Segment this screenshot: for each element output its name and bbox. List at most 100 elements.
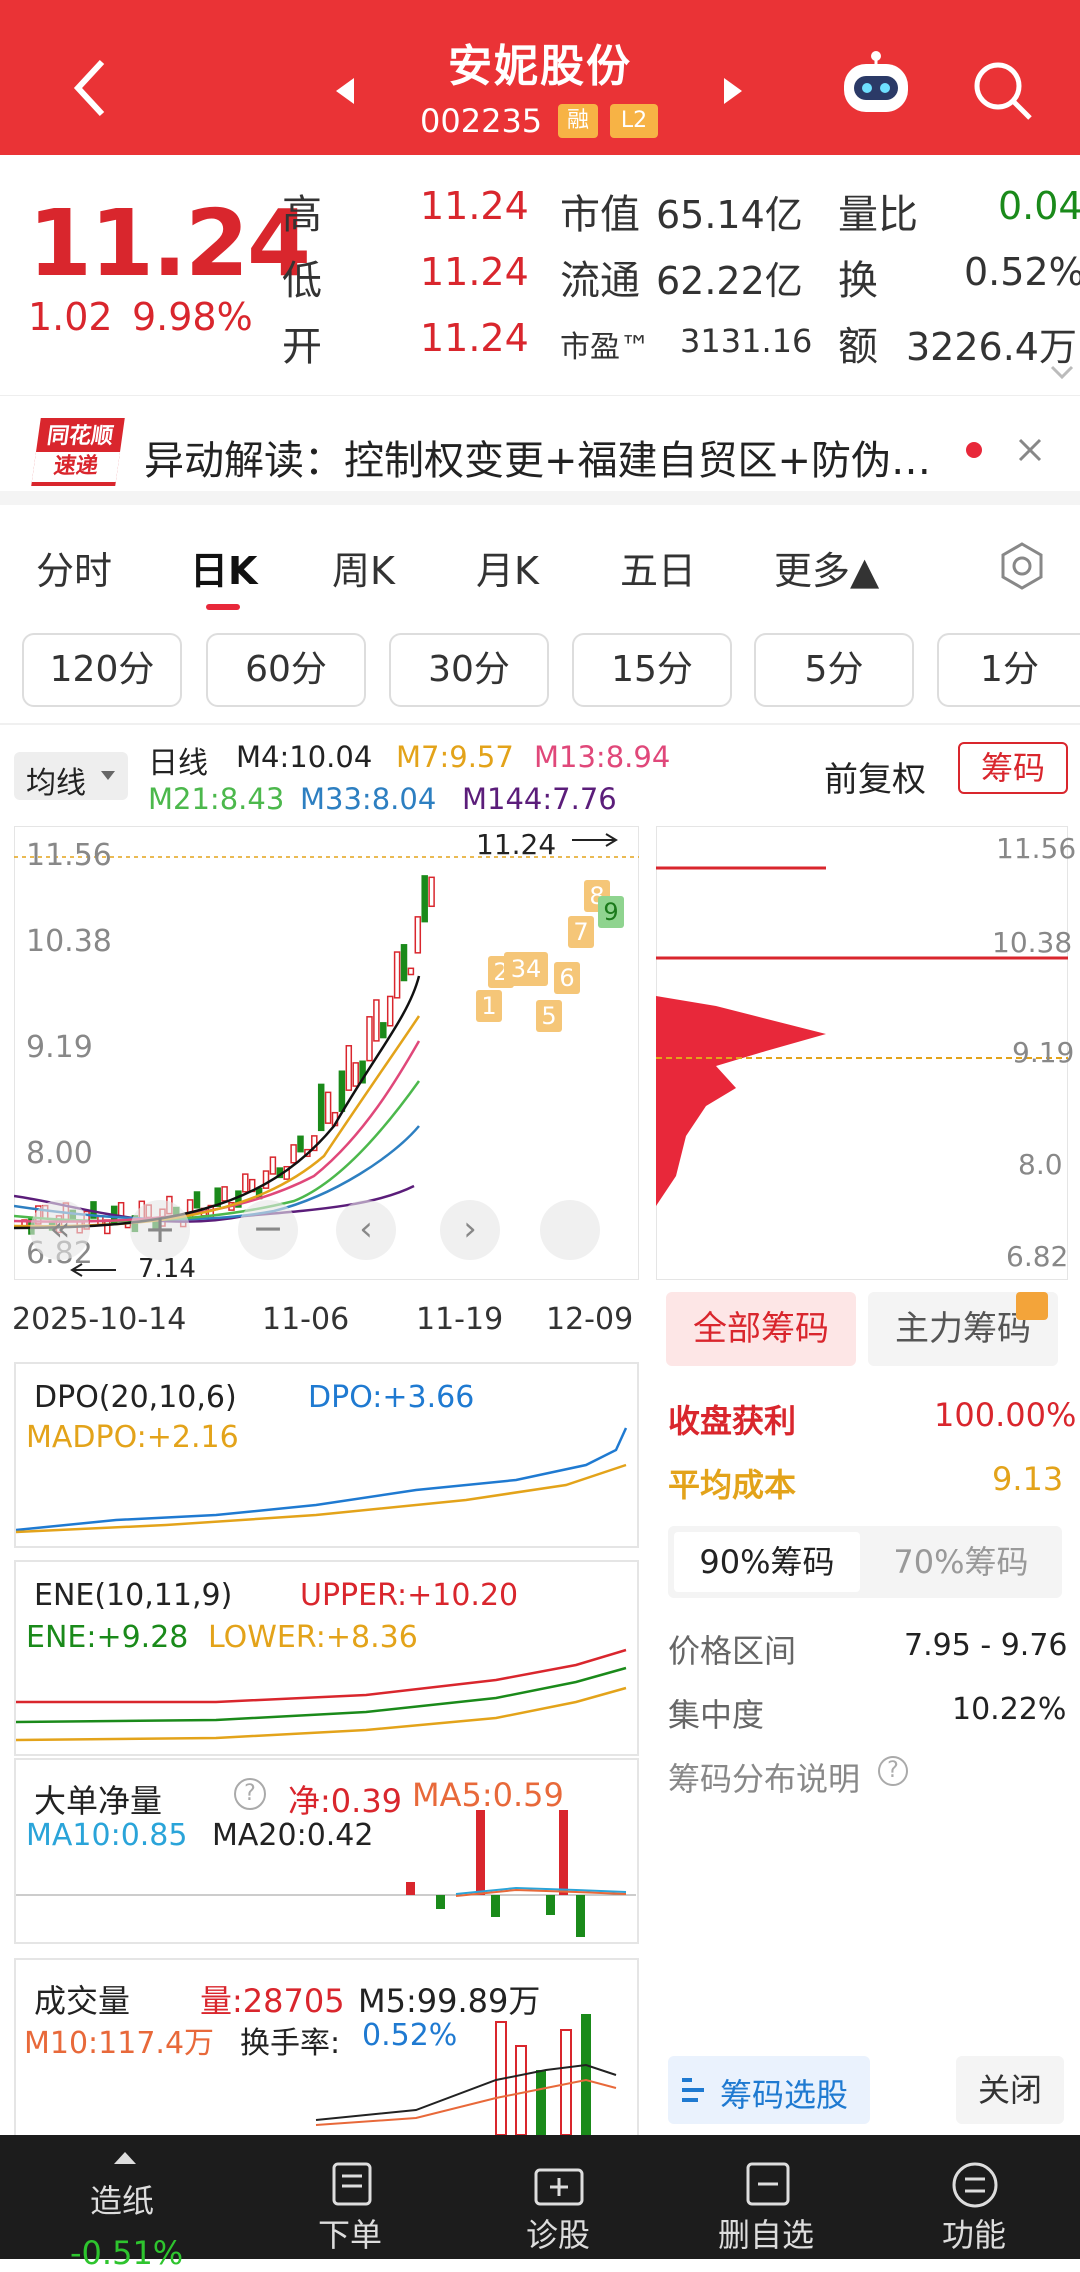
order-label[interactable]: 下单	[318, 2216, 383, 2254]
diagnose-label[interactable]: 诊股	[526, 2216, 591, 2254]
functions-label[interactable]: 功能	[942, 2216, 1007, 2254]
min-arrow-icon	[70, 1263, 116, 1277]
margin-badge: 融	[558, 104, 598, 138]
close-news-icon[interactable]	[1016, 436, 1044, 464]
robot-assistant-icon[interactable]	[838, 50, 914, 120]
candle	[242, 1173, 249, 1193]
prev-stock-icon[interactable]	[334, 76, 356, 106]
remove-watchlist-label[interactable]: 删自选	[718, 2216, 815, 2254]
ma33-value: M33:8.04	[300, 782, 437, 816]
news-text[interactable]: 异动解读：控制权变更+福建自贸区+防伪…	[144, 438, 932, 484]
candle	[407, 967, 415, 976]
search-icon[interactable]	[970, 58, 1034, 122]
expand-up-icon[interactable]	[112, 2150, 138, 2166]
candle	[221, 1186, 228, 1202]
seq-marker-1: 1	[476, 990, 502, 1022]
scroll-left-icon[interactable]: ‹	[336, 1200, 396, 1260]
open-value: 11.24	[420, 316, 529, 360]
scroll-right-icon[interactable]: ›	[440, 1200, 500, 1260]
period-120m[interactable]: 120分	[22, 633, 182, 707]
rewind-icon[interactable]: «	[30, 1200, 90, 1260]
tab-weekly-k[interactable]: 周K	[332, 549, 395, 593]
mcap-label: 市值	[560, 192, 640, 238]
ma21-value: M21:8.43	[148, 782, 285, 816]
volume-m5: M5:99.89万	[358, 1982, 541, 2020]
tab-daily-k[interactable]: 日K	[190, 549, 258, 593]
divider	[0, 723, 1080, 725]
price-range-value: 7.95 - 9.76	[904, 1628, 1068, 1663]
volume-ratio-value: 0.04	[998, 184, 1080, 228]
candle	[193, 1191, 201, 1209]
zoom-out-icon[interactable]: −	[238, 1200, 298, 1260]
period-15m[interactable]: 15分	[572, 633, 732, 707]
big-order-help-icon[interactable]: ?	[234, 1778, 266, 1810]
profit-label: 收盘获利	[668, 1402, 797, 1440]
candle	[359, 1060, 366, 1084]
expand-chevron-icon[interactable]	[1050, 364, 1074, 380]
remove-watchlist-icon[interactable]	[744, 2160, 792, 2208]
candle	[352, 1062, 359, 1087]
order-icon[interactable]	[328, 2160, 376, 2208]
k-line-chart[interactable]	[14, 826, 639, 1280]
dpo-name[interactable]: DPO(20,10,6)	[34, 1380, 237, 1415]
chip-explain-link[interactable]: 筹码分布说明	[668, 1760, 861, 1798]
volume-bars	[315, 2014, 617, 2135]
period-30m[interactable]: 30分	[389, 633, 549, 707]
tab-90-chips[interactable]: 90%筹码	[674, 1532, 860, 1592]
unread-dot	[966, 442, 982, 458]
adjust-mode[interactable]: 前复权	[824, 760, 926, 800]
ene-lines	[16, 1648, 627, 1742]
dpo-lines	[16, 1427, 628, 1534]
chart-settings-icon[interactable]	[996, 540, 1048, 592]
candle	[214, 1187, 221, 1207]
chip-distribution-chart[interactable]	[656, 826, 1068, 1280]
big-order-ma5: MA5:0.59	[412, 1776, 564, 1814]
active-tab-indicator	[206, 604, 240, 610]
chip-y-4: 6.82	[1006, 1240, 1069, 1273]
candle	[297, 1135, 304, 1153]
low-value: 11.24	[420, 250, 529, 294]
chip-y-2: 9.19	[1012, 1036, 1075, 1069]
tab-more[interactable]: 更多▲	[774, 549, 880, 593]
tab-intraday[interactable]: 分时	[36, 549, 113, 593]
next-stock-icon[interactable]	[722, 76, 744, 106]
tab-monthly-k[interactable]: 月K	[476, 549, 539, 593]
candle	[393, 951, 401, 999]
chip-y-1: 10.38	[992, 926, 1073, 959]
candle	[269, 1156, 277, 1175]
period-1m[interactable]: 1分	[937, 633, 1080, 707]
back-icon[interactable]	[70, 58, 110, 118]
candle	[400, 944, 408, 982]
volume-name[interactable]: 成交量	[34, 1982, 131, 2020]
big-order-name[interactable]: 大单净量	[34, 1782, 163, 1820]
zoom-in-icon[interactable]: +	[130, 1200, 190, 1260]
ene-name[interactable]: ENE(10,11,9)	[34, 1578, 233, 1613]
float-value: 62.22亿	[656, 259, 803, 303]
functions-icon[interactable]	[950, 2160, 1000, 2210]
diagnose-icon[interactable]	[532, 2160, 586, 2208]
news-banner[interactable]	[0, 395, 1080, 505]
tab-five-day[interactable]: 五日	[620, 549, 697, 593]
seq-marker-34: 34	[504, 952, 548, 986]
amount-value: 3226.4万	[906, 325, 1077, 369]
tab-all-chips[interactable]: 全部筹码	[666, 1292, 856, 1366]
sector-name[interactable]: 造纸	[90, 2182, 155, 2220]
ma4-value: M4:10.04	[236, 740, 373, 774]
high-value: 11.24	[420, 184, 529, 228]
tab-70-chips[interactable]: 70%筹码	[893, 1543, 1029, 1581]
x-label-1: 11-06	[262, 1302, 350, 1337]
open-label: 开	[282, 324, 322, 370]
ene-upper: UPPER:+10.20	[300, 1578, 519, 1613]
help-icon[interactable]: ?	[878, 1756, 908, 1786]
y-label-3: 8.00	[26, 1136, 93, 1171]
period-60m[interactable]: 60分	[206, 633, 366, 707]
period-5m[interactable]: 5分	[754, 633, 914, 707]
fullscreen-icon[interactable]	[540, 1200, 600, 1260]
madpo-value: MADPO:+2.16	[26, 1420, 239, 1455]
close-chips-button[interactable]: 关闭	[956, 2056, 1064, 2124]
concentration-value: 10.22%	[952, 1692, 1067, 1727]
pe-label: 市盈™	[560, 330, 650, 365]
chips-toggle-button[interactable]: 筹码	[958, 742, 1068, 794]
ma-line-type: 日线	[148, 746, 208, 781]
dropdown-icon	[101, 771, 115, 780]
